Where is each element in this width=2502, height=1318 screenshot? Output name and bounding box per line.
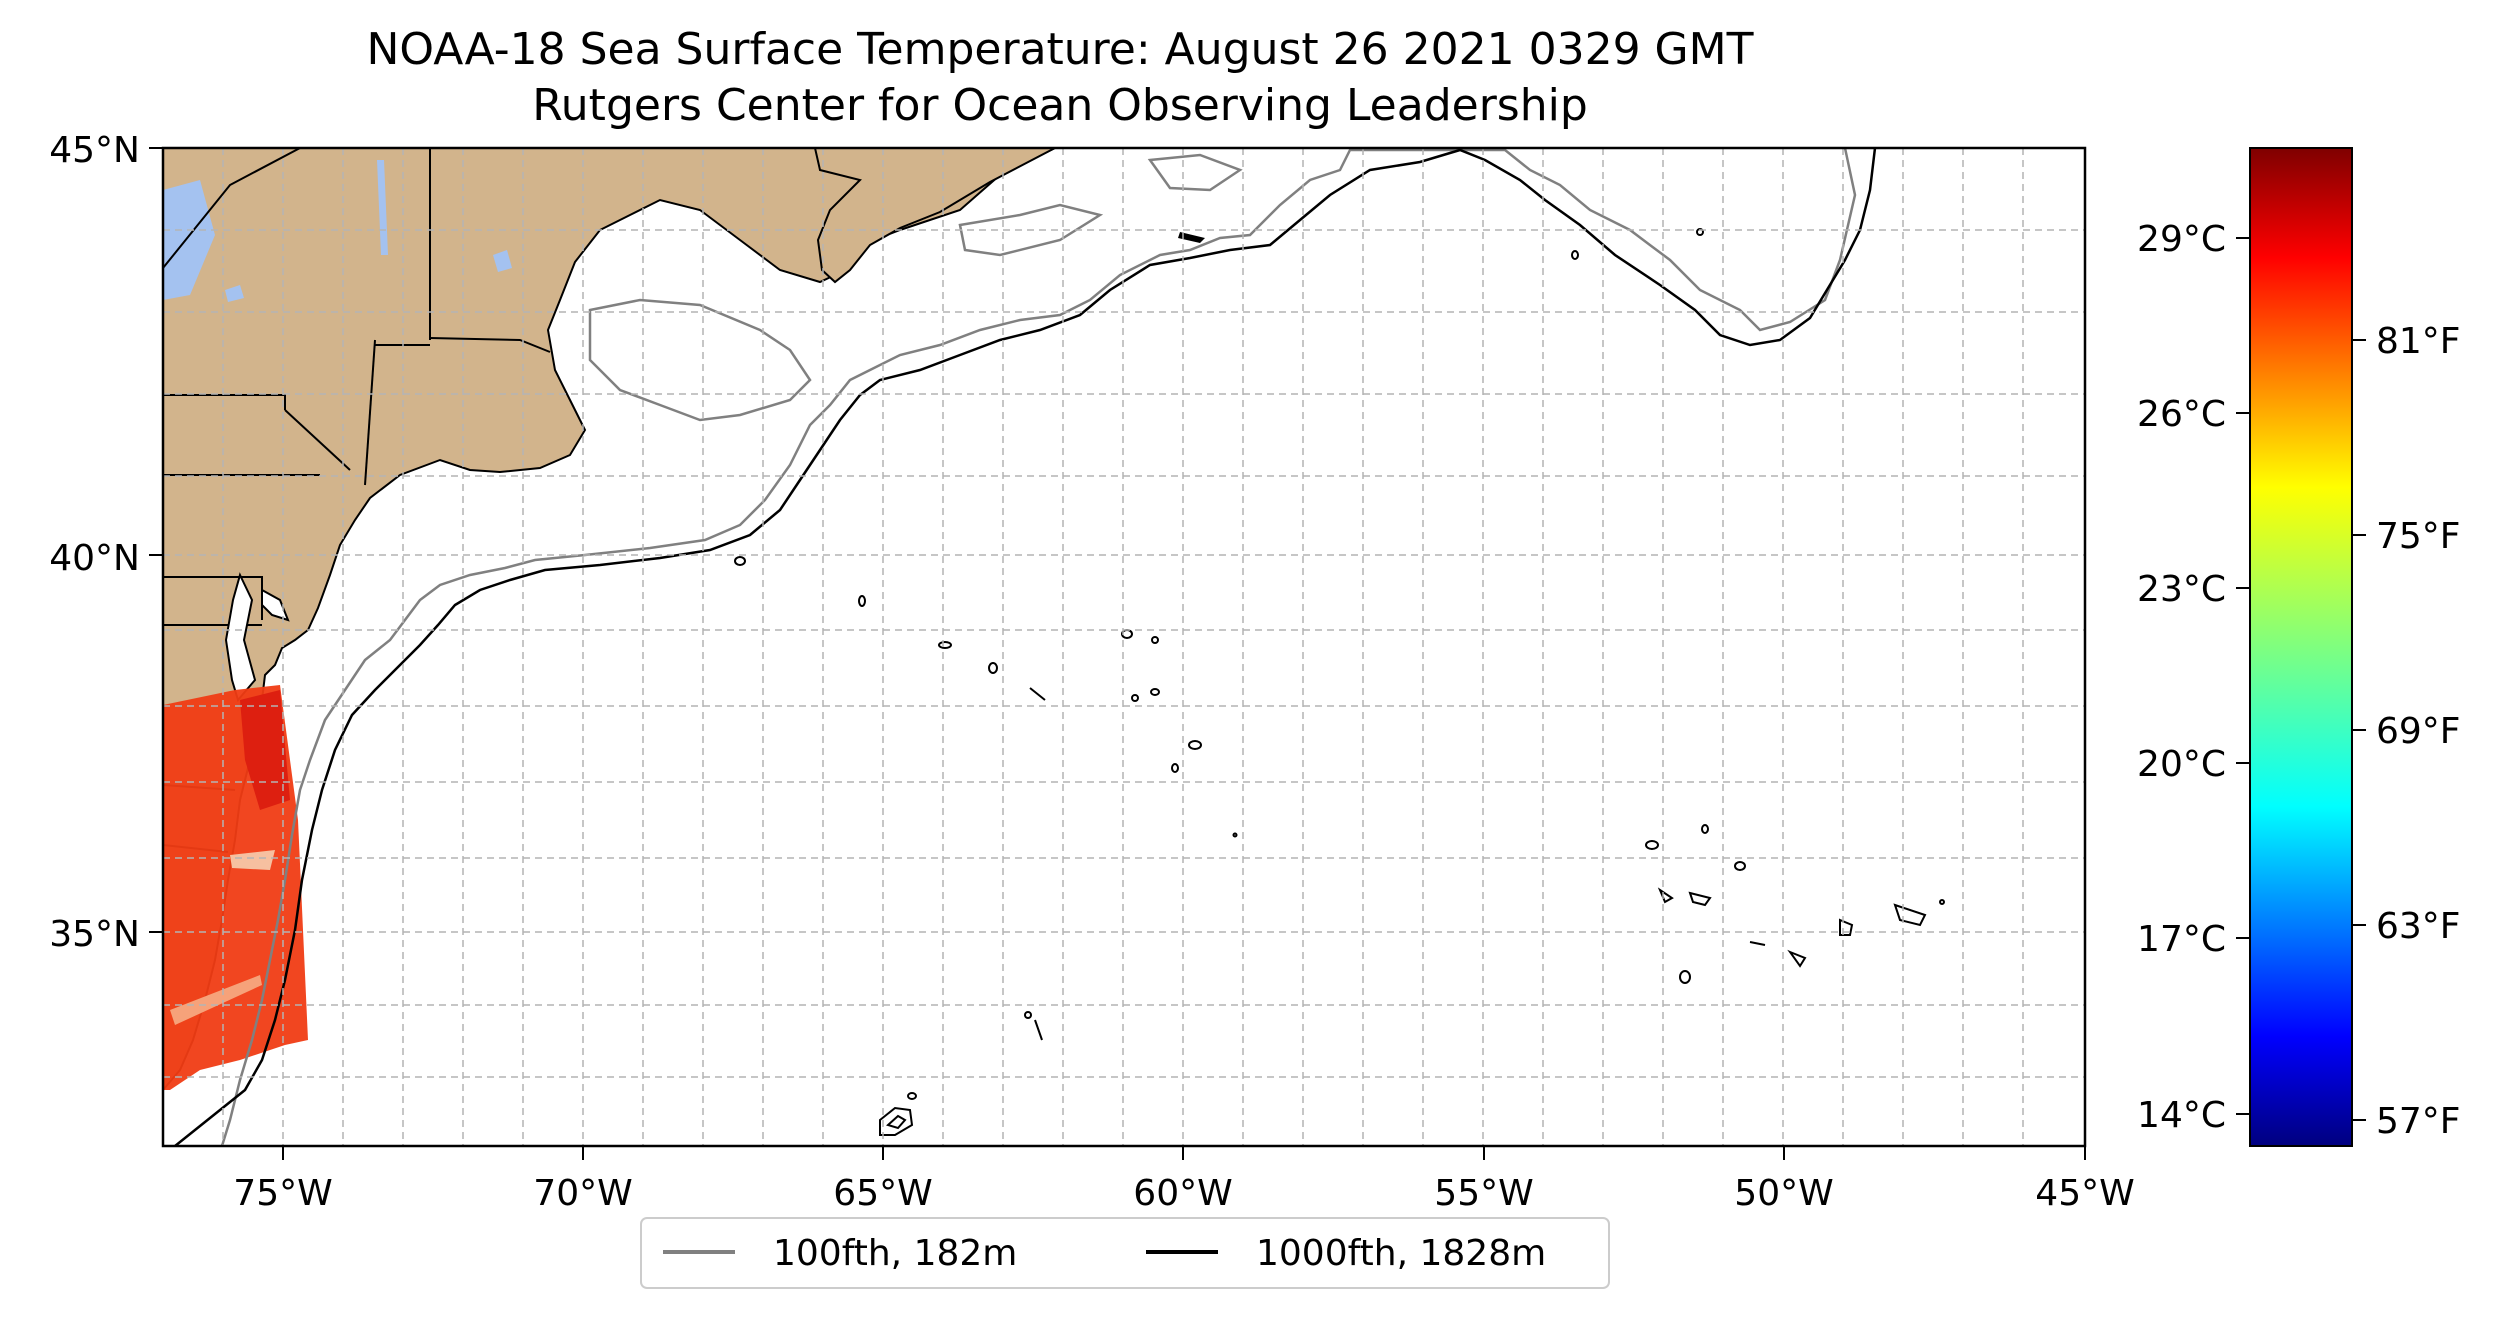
sst-swath-cool-streak (230, 850, 275, 870)
colorbar-celsius-label: 20°C (2137, 744, 2226, 785)
isobath-1000fth (174, 148, 1877, 1146)
colorbar-gradient (2249, 147, 2353, 1147)
lon-tick-label: 55°W (1434, 1173, 1533, 1214)
map-area (163, 148, 2085, 1146)
isobath-100fth-bank (1147, 153, 1243, 192)
isobath-legend: 100fth, 182m 1000fth, 1828m (640, 1217, 1610, 1289)
isobath-100fth-bank (958, 203, 1104, 257)
land-mass-nova-scotia (813, 148, 1056, 284)
map-title: NOAA-18 Sea Surface Temperature: August … (366, 24, 1754, 75)
lat-tick-label: 40°N (49, 538, 140, 579)
lat-tick-label: 45°N (49, 130, 140, 171)
colorbar-celsius-label: 17°C (2137, 919, 2226, 960)
lake-fragment (493, 250, 512, 272)
legend-label-100fth: 100fth, 182m (773, 1233, 1017, 1274)
colorbar-fahrenheit-label: 63°F (2376, 906, 2461, 947)
colorbar-fahrenheit-label: 57°F (2376, 1101, 2461, 1142)
seamount-bank (1178, 232, 1205, 243)
colorbar-celsius-label: 26°C (2137, 394, 2226, 435)
colorbar-fahrenheit-label: 81°F (2376, 321, 2461, 362)
colorbar-celsius-label: 14°C (2137, 1095, 2226, 1136)
lon-tick-label: 65°W (833, 1173, 932, 1214)
delaware-bay (261, 588, 290, 622)
colorbar-fahrenheit-label: 69°F (2376, 711, 2461, 752)
lon-tick-labels: 75°W 70°W 65°W 60°W 55°W 50°W 45°W (233, 1173, 2134, 1214)
sst-colorbar: 29°C 26°C 23°C 20°C 17°C 14°C 81°F 75°F … (2137, 147, 2461, 1147)
lon-tick-label: 45°W (2035, 1173, 2134, 1214)
reservoir (225, 285, 244, 302)
isobath-100fth (220, 148, 1857, 1146)
map-gridlines (163, 148, 2085, 1146)
lon-tick-label: 70°W (533, 1173, 632, 1214)
sst-swath-cool-streak (170, 975, 262, 1025)
great-lake-fragment (163, 180, 215, 300)
lat-tick-label: 35°N (49, 914, 140, 955)
lon-tick-label: 75°W (233, 1173, 332, 1214)
lat-tick-marks (149, 147, 163, 933)
sst-swath-warm-band (240, 690, 290, 810)
colorbar-celsius-label: 23°C (2137, 569, 2226, 610)
lon-tick-label: 60°W (1133, 1173, 1232, 1214)
isobath-100fth-bank (588, 298, 812, 422)
lat-tick-labels: 45°N 40°N 35°N (49, 130, 140, 955)
lon-tick-marks (282, 1146, 2086, 1160)
sst-swath (163, 685, 308, 1090)
lon-tick-label: 50°W (1734, 1173, 1833, 1214)
colorbar-fahrenheit-label: 75°F (2376, 516, 2461, 557)
colorbar-celsius-label: 29°C (2137, 219, 2226, 260)
lake-champlain (377, 160, 388, 255)
legend-label-1000fth: 1000fth, 1828m (1256, 1233, 1546, 1274)
map-subtitle: Rutgers Center for Ocean Observing Leade… (532, 80, 1588, 131)
map-frame (161, 146, 2087, 1148)
